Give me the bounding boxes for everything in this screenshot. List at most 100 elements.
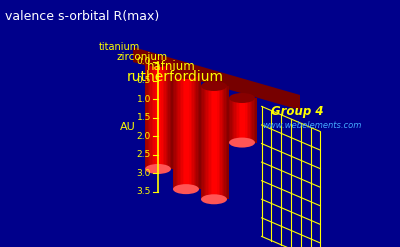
- Bar: [184, 74, 186, 189]
- Bar: [240, 98, 242, 143]
- Bar: [185, 74, 188, 189]
- Ellipse shape: [229, 138, 255, 147]
- Bar: [209, 86, 212, 199]
- Bar: [208, 86, 210, 199]
- Bar: [157, 62, 160, 169]
- Bar: [171, 62, 173, 169]
- Bar: [149, 62, 152, 169]
- Ellipse shape: [201, 194, 227, 204]
- Text: titanium: titanium: [99, 42, 140, 52]
- Bar: [254, 98, 256, 143]
- Ellipse shape: [229, 93, 255, 103]
- Text: rutherfordium: rutherfordium: [127, 70, 224, 84]
- Bar: [196, 74, 198, 189]
- Ellipse shape: [173, 69, 199, 79]
- Bar: [212, 86, 214, 199]
- Bar: [191, 74, 193, 189]
- Bar: [166, 62, 168, 169]
- Bar: [194, 74, 196, 189]
- Bar: [251, 98, 253, 143]
- Bar: [223, 86, 225, 199]
- Bar: [173, 74, 175, 189]
- Text: 1.0: 1.0: [137, 95, 151, 104]
- Bar: [178, 74, 181, 189]
- Bar: [160, 62, 162, 169]
- Bar: [177, 74, 180, 189]
- Bar: [247, 98, 249, 143]
- Bar: [190, 74, 192, 189]
- Ellipse shape: [201, 81, 227, 91]
- Text: 3.0: 3.0: [137, 169, 151, 178]
- Bar: [220, 86, 222, 199]
- Text: 3.5: 3.5: [137, 187, 151, 197]
- Bar: [204, 86, 206, 199]
- Text: AU: AU: [120, 122, 136, 132]
- Bar: [152, 62, 154, 169]
- Bar: [180, 74, 182, 189]
- Bar: [236, 98, 238, 143]
- Bar: [218, 86, 220, 199]
- Bar: [181, 74, 184, 189]
- Bar: [198, 74, 200, 189]
- Bar: [156, 62, 158, 169]
- Ellipse shape: [173, 184, 199, 194]
- Bar: [202, 86, 205, 199]
- Text: 2.0: 2.0: [137, 132, 151, 141]
- Text: Group 4: Group 4: [271, 105, 323, 118]
- Bar: [195, 74, 197, 189]
- Bar: [233, 98, 236, 143]
- Bar: [174, 74, 177, 189]
- Bar: [176, 74, 178, 189]
- Bar: [232, 98, 234, 143]
- Bar: [163, 62, 165, 169]
- Bar: [164, 62, 166, 169]
- Bar: [205, 86, 208, 199]
- Bar: [153, 62, 156, 169]
- Bar: [201, 86, 203, 199]
- Bar: [229, 98, 231, 143]
- Bar: [216, 86, 218, 199]
- Bar: [150, 62, 153, 169]
- Bar: [187, 74, 189, 189]
- Bar: [255, 98, 257, 143]
- Text: valence s-orbital R(max): valence s-orbital R(max): [5, 10, 159, 23]
- Bar: [168, 62, 170, 169]
- Bar: [146, 62, 149, 169]
- Bar: [248, 98, 250, 143]
- Bar: [234, 98, 237, 143]
- Bar: [250, 98, 252, 143]
- Bar: [241, 98, 244, 143]
- Bar: [215, 86, 217, 199]
- Bar: [188, 74, 190, 189]
- Bar: [210, 86, 213, 199]
- Bar: [145, 62, 147, 169]
- Bar: [213, 86, 216, 199]
- Bar: [154, 62, 157, 169]
- Text: www.webelements.com: www.webelements.com: [262, 121, 362, 130]
- Bar: [222, 86, 224, 199]
- Bar: [170, 62, 172, 169]
- Bar: [227, 86, 229, 199]
- Ellipse shape: [145, 57, 171, 67]
- Bar: [226, 86, 228, 199]
- Bar: [243, 98, 245, 143]
- Bar: [159, 62, 161, 169]
- Bar: [199, 74, 201, 189]
- Bar: [252, 98, 254, 143]
- Bar: [206, 86, 209, 199]
- Bar: [162, 62, 164, 169]
- Polygon shape: [138, 50, 295, 102]
- Bar: [219, 86, 221, 199]
- Text: zirconium: zirconium: [117, 52, 168, 62]
- Text: 0.0: 0.0: [137, 58, 151, 66]
- Bar: [244, 98, 246, 143]
- Bar: [192, 74, 194, 189]
- Text: 2.5: 2.5: [137, 150, 151, 159]
- Bar: [230, 98, 233, 143]
- Polygon shape: [133, 47, 300, 110]
- Bar: [237, 98, 240, 143]
- Bar: [148, 62, 150, 169]
- Text: 1.5: 1.5: [137, 113, 151, 122]
- Ellipse shape: [145, 164, 171, 174]
- Text: 0.5: 0.5: [137, 76, 151, 85]
